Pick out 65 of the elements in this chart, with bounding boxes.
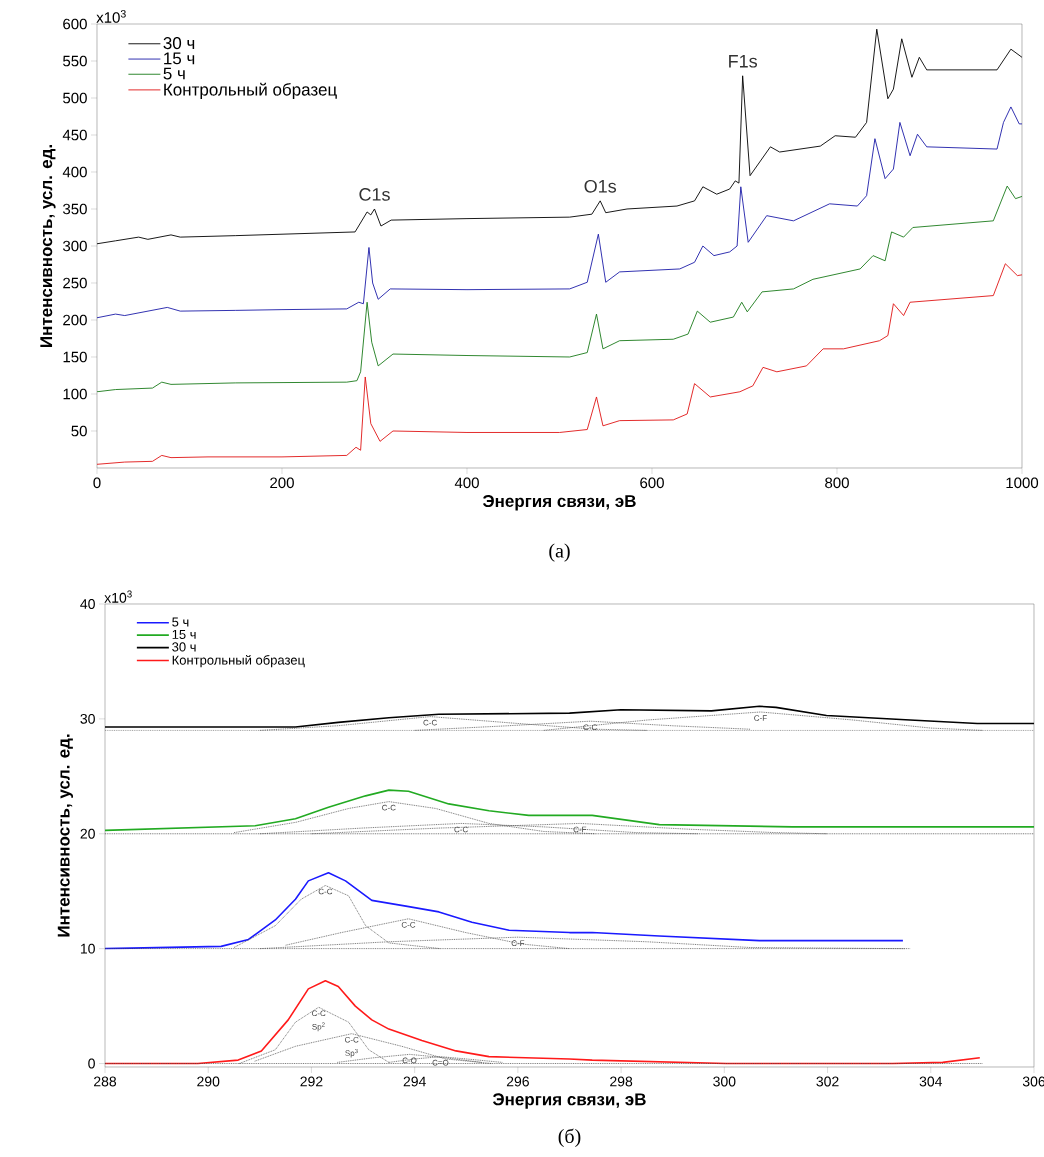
- legend-label: Контрольный образец: [164, 82, 337, 99]
- text: x10$^{3}$: [104, 590, 132, 603]
- legend-label: Контрольный образец: [172, 654, 305, 668]
- annotation: C-O: [402, 1057, 417, 1064]
- x-axis-title: Энергия связи, эВ: [492, 1093, 646, 1109]
- y-tick-label: 150: [63, 351, 87, 363]
- legend-label: 5 ч: [163, 67, 185, 80]
- annotation: O1s: [584, 179, 617, 193]
- annotation: C-F: [511, 940, 525, 947]
- annotation: C-C: [454, 826, 468, 833]
- annotation: C-F: [754, 715, 767, 721]
- legend-label: 15 ч: [172, 629, 196, 639]
- y-tick-label: 40: [80, 599, 95, 609]
- annotation: C-C: [345, 1036, 359, 1043]
- x-tick-label: 302: [816, 1076, 839, 1087]
- x-tick-label: 200: [270, 477, 294, 489]
- annotation: Sp$^{2}$: [312, 1022, 325, 1032]
- annotation: C-C: [583, 724, 597, 731]
- x-tick-label: 288: [94, 1076, 117, 1087]
- x-tick-label: 600: [640, 477, 664, 489]
- x-tick-label: 292: [300, 1076, 323, 1087]
- y-tick-label: 600: [63, 18, 87, 30]
- annotation: C-C: [318, 888, 333, 895]
- y-tick-label: 550: [63, 55, 87, 67]
- y-tick-label: 300: [63, 240, 87, 252]
- y-tick-label: 350: [63, 203, 87, 215]
- text: x10$^{3}$: [96, 10, 126, 23]
- annotation: C-C: [382, 804, 396, 811]
- annotation: F1s: [729, 55, 758, 68]
- x-tick-label: 294: [403, 1076, 426, 1087]
- text: (а): [549, 543, 570, 562]
- y-tick-label: 20: [80, 828, 95, 839]
- annotation: C1s: [359, 188, 390, 201]
- y-axis-title: Интенсивность, усл. ед.: [57, 734, 74, 937]
- annotation: C-F: [573, 826, 587, 833]
- x-tick-label: 296: [506, 1076, 529, 1087]
- x-axis-title: Энергия связи, эВ: [482, 495, 636, 511]
- legend-label: 30 ч: [172, 642, 196, 652]
- legend-label: 5 ч: [172, 617, 189, 627]
- x-tick-label: 298: [610, 1076, 633, 1087]
- y-tick-label: 100: [63, 388, 87, 400]
- x-tick-label: 304: [919, 1076, 943, 1087]
- annotation: C-C: [423, 719, 437, 726]
- y-tick-label: 10: [80, 943, 95, 954]
- y-tick-label: 50: [71, 425, 87, 437]
- x-tick-label: 290: [197, 1076, 220, 1087]
- y-tick-label: 450: [62, 129, 87, 141]
- y-tick-label: 30: [80, 713, 95, 724]
- annotation: Sp$^{3}$: [345, 1048, 358, 1058]
- annotation: C-C: [401, 921, 416, 928]
- text: (б): [558, 1128, 581, 1148]
- x-tick-label: 300: [713, 1076, 736, 1087]
- y-tick-label: 200: [63, 314, 87, 326]
- y-axis-title: Интенсивность, усл. ед.: [40, 145, 56, 348]
- x-tick-label: 1000: [1006, 477, 1039, 489]
- legend-label: 15 ч: [164, 52, 195, 65]
- annotation: C=O: [432, 1059, 449, 1066]
- y-tick-label: 0: [88, 1058, 95, 1069]
- x-tick-label: 400: [454, 477, 479, 489]
- legend-label: 30 ч: [163, 37, 195, 50]
- annotation: C-C: [311, 1010, 326, 1017]
- x-tick-label: 800: [825, 477, 849, 489]
- y-tick-label: 400: [62, 166, 87, 178]
- y-tick-label: 250: [63, 277, 87, 289]
- y-tick-label: 500: [63, 92, 87, 104]
